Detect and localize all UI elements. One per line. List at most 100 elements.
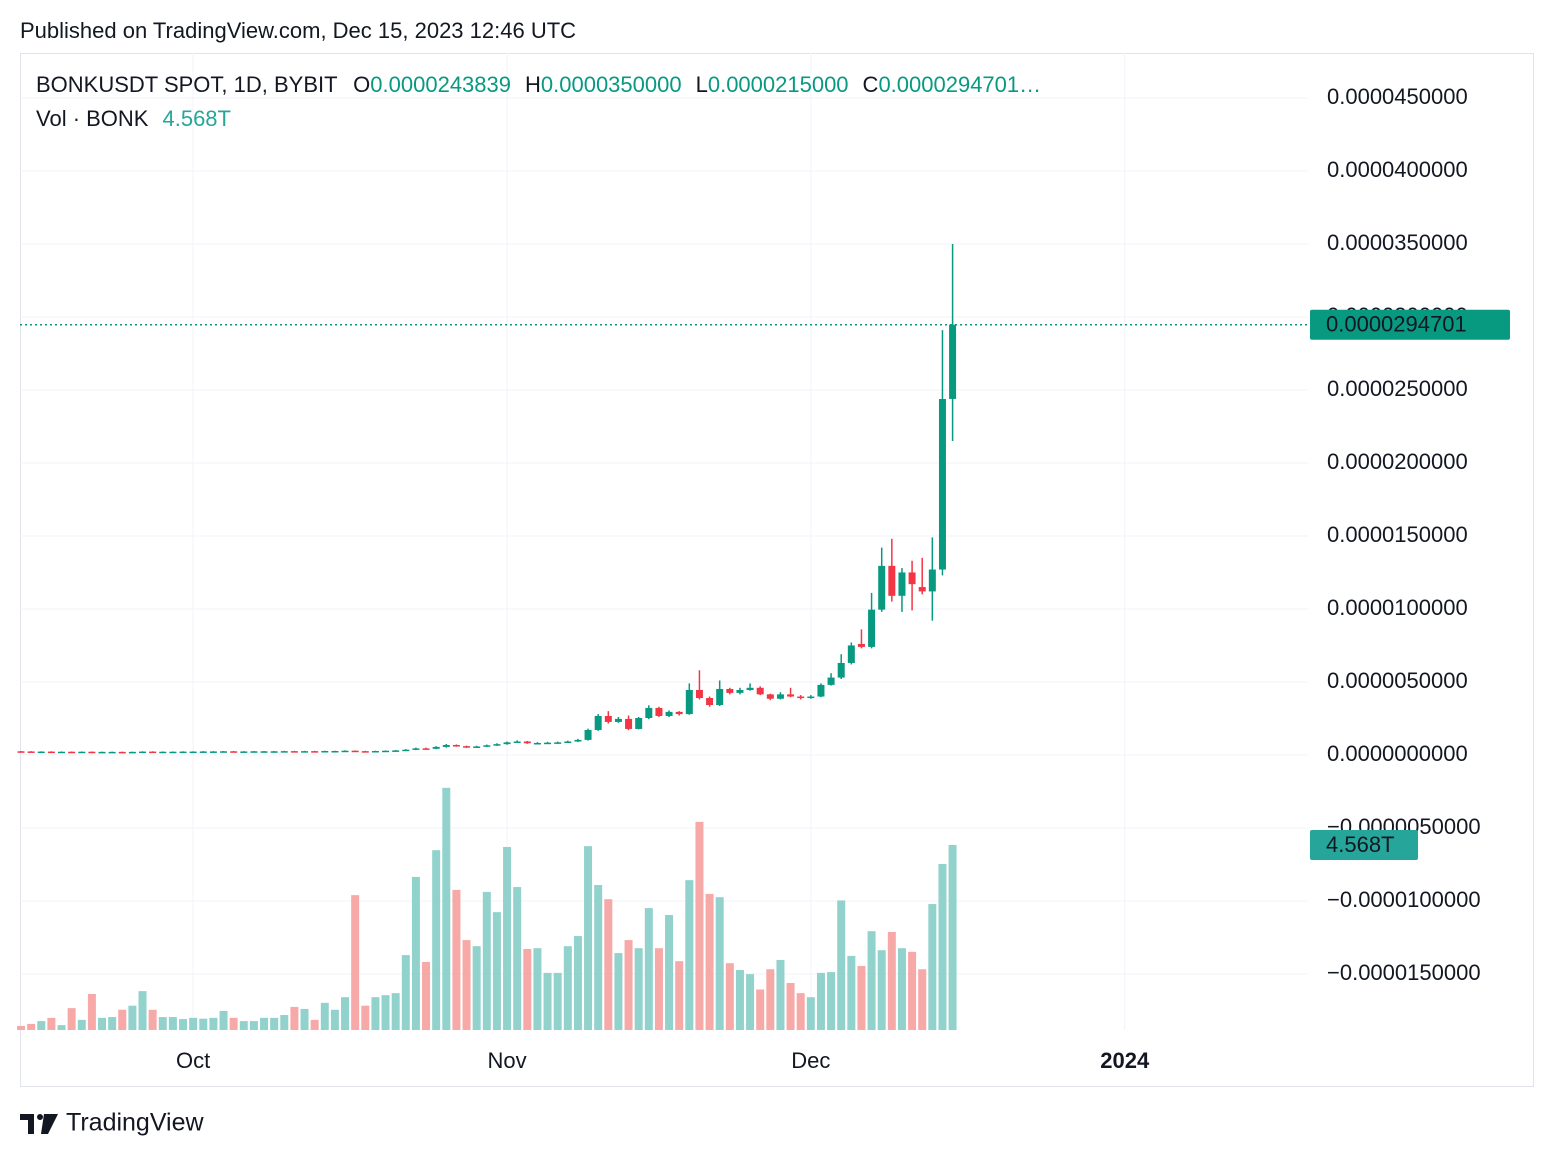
candle-body: [614, 718, 622, 722]
candle-body: [817, 684, 825, 697]
candle-body: [108, 751, 116, 754]
y-tick-label: 0.0000100000: [1327, 595, 1468, 620]
candle-body: [544, 742, 552, 745]
y-tick-label: 0.0000000000: [1327, 741, 1468, 766]
published-note: Published on TradingView.com, Dec 15, 20…: [20, 18, 576, 43]
footer-logo: [20, 1114, 58, 1134]
candle-body: [766, 694, 774, 699]
volume-bar: [746, 974, 755, 1030]
candle-body: [574, 739, 582, 742]
candle-body: [797, 696, 805, 699]
candle-body: [199, 751, 207, 753]
y-tick-label: 0.0000450000: [1327, 84, 1468, 109]
volume-bar: [371, 997, 380, 1030]
volume-bar: [887, 931, 896, 1030]
candle-body: [452, 745, 460, 747]
candle-body: [220, 751, 228, 753]
candle-body: [493, 744, 501, 746]
y-tick-label: 0.0000250000: [1327, 376, 1468, 401]
volume-bar: [786, 983, 795, 1030]
x-tick-label: Oct: [176, 1048, 210, 1073]
candle-body: [159, 751, 167, 754]
candle-body: [78, 751, 86, 754]
volume-bar: [411, 876, 420, 1030]
volume-bar: [330, 1009, 339, 1030]
volume-bar: [695, 821, 704, 1030]
candle-body: [88, 751, 96, 754]
volume-bar: [837, 900, 846, 1030]
volume-bar: [624, 940, 633, 1030]
candle-body: [118, 751, 126, 754]
candle-body: [290, 751, 298, 753]
candle-body: [128, 751, 136, 754]
volume-bar: [715, 897, 724, 1030]
volume-bar: [543, 972, 552, 1030]
legend-symbol: BONKUSDT SPOT, 1D, BYBIT: [36, 72, 337, 97]
volume-bar: [523, 949, 532, 1030]
volume-bar: [361, 1005, 370, 1030]
legend-volume-value: 4.568T: [162, 106, 231, 131]
candle-body: [726, 688, 734, 693]
legend-key: C: [863, 72, 879, 97]
candle-body: [665, 711, 673, 716]
candle-body: [68, 751, 76, 754]
candle-body: [523, 741, 531, 744]
legend-value: 0.0000294701…: [878, 72, 1041, 97]
legend-value: 0.0000215000: [708, 72, 849, 97]
candle-body: [533, 742, 541, 745]
volume-bar: [857, 966, 866, 1030]
volume-bar: [533, 948, 542, 1030]
chart-frame: [20, 53, 1534, 1087]
candle-body: [604, 715, 612, 722]
candle-body: [655, 707, 663, 716]
candle-body: [209, 751, 217, 753]
candle-body: [240, 751, 248, 753]
volume-bar: [98, 1017, 107, 1030]
volume-bar: [584, 846, 593, 1030]
legend-ohlc: O0.0000243839 H0.0000350000 L0.0000215000 C…: [353, 72, 1041, 97]
candle-body: [645, 707, 653, 719]
volume-bar: [594, 885, 603, 1030]
candle-body: [756, 687, 764, 695]
axis-layer: 0.0000450000 0.0000400000 0.0000350000 0.00…: [176, 84, 1510, 1073]
volume-bar: [492, 912, 501, 1030]
y-tick-label: 0.0000050000: [1327, 668, 1468, 693]
candle-body: [230, 751, 238, 753]
volume-bar: [67, 1008, 76, 1030]
volume-bar: [290, 1006, 299, 1030]
candle-body: [412, 748, 420, 750]
volume-bar: [573, 936, 582, 1030]
candle-body: [473, 746, 481, 748]
candle-body: [341, 750, 349, 753]
candle-body: [908, 572, 916, 585]
volume-bar: [108, 1017, 117, 1030]
candle-body: [27, 751, 35, 753]
y-tick-label: 0.0000350000: [1327, 230, 1468, 255]
volume-bar: [867, 931, 876, 1030]
volume-bar: [503, 846, 512, 1030]
last-price-label: 0.0000294701: [1326, 312, 1467, 337]
volume-bar: [634, 948, 643, 1030]
candle-body: [837, 662, 845, 678]
volume-bar: [665, 914, 674, 1030]
volume-bar: [138, 991, 147, 1030]
volume-bar: [654, 948, 663, 1030]
candle-body: [270, 751, 278, 753]
volume-bar: [148, 1009, 157, 1030]
volume-bar: [320, 1002, 329, 1030]
candle-body: [695, 689, 703, 699]
volume-bar: [877, 950, 886, 1030]
candle-body: [746, 687, 754, 690]
volume-bar: [270, 1017, 279, 1030]
candle-body: [787, 694, 795, 697]
volume-bar: [391, 993, 400, 1030]
candle-body: [463, 746, 471, 748]
candle-body: [371, 751, 379, 753]
volume-bar: [847, 955, 856, 1030]
volume-bar: [776, 959, 785, 1030]
candle-body: [847, 645, 855, 663]
volume-bar: [189, 1017, 198, 1030]
volume-bar: [300, 1008, 309, 1030]
candle-body: [250, 751, 258, 753]
candle-body: [58, 751, 66, 754]
